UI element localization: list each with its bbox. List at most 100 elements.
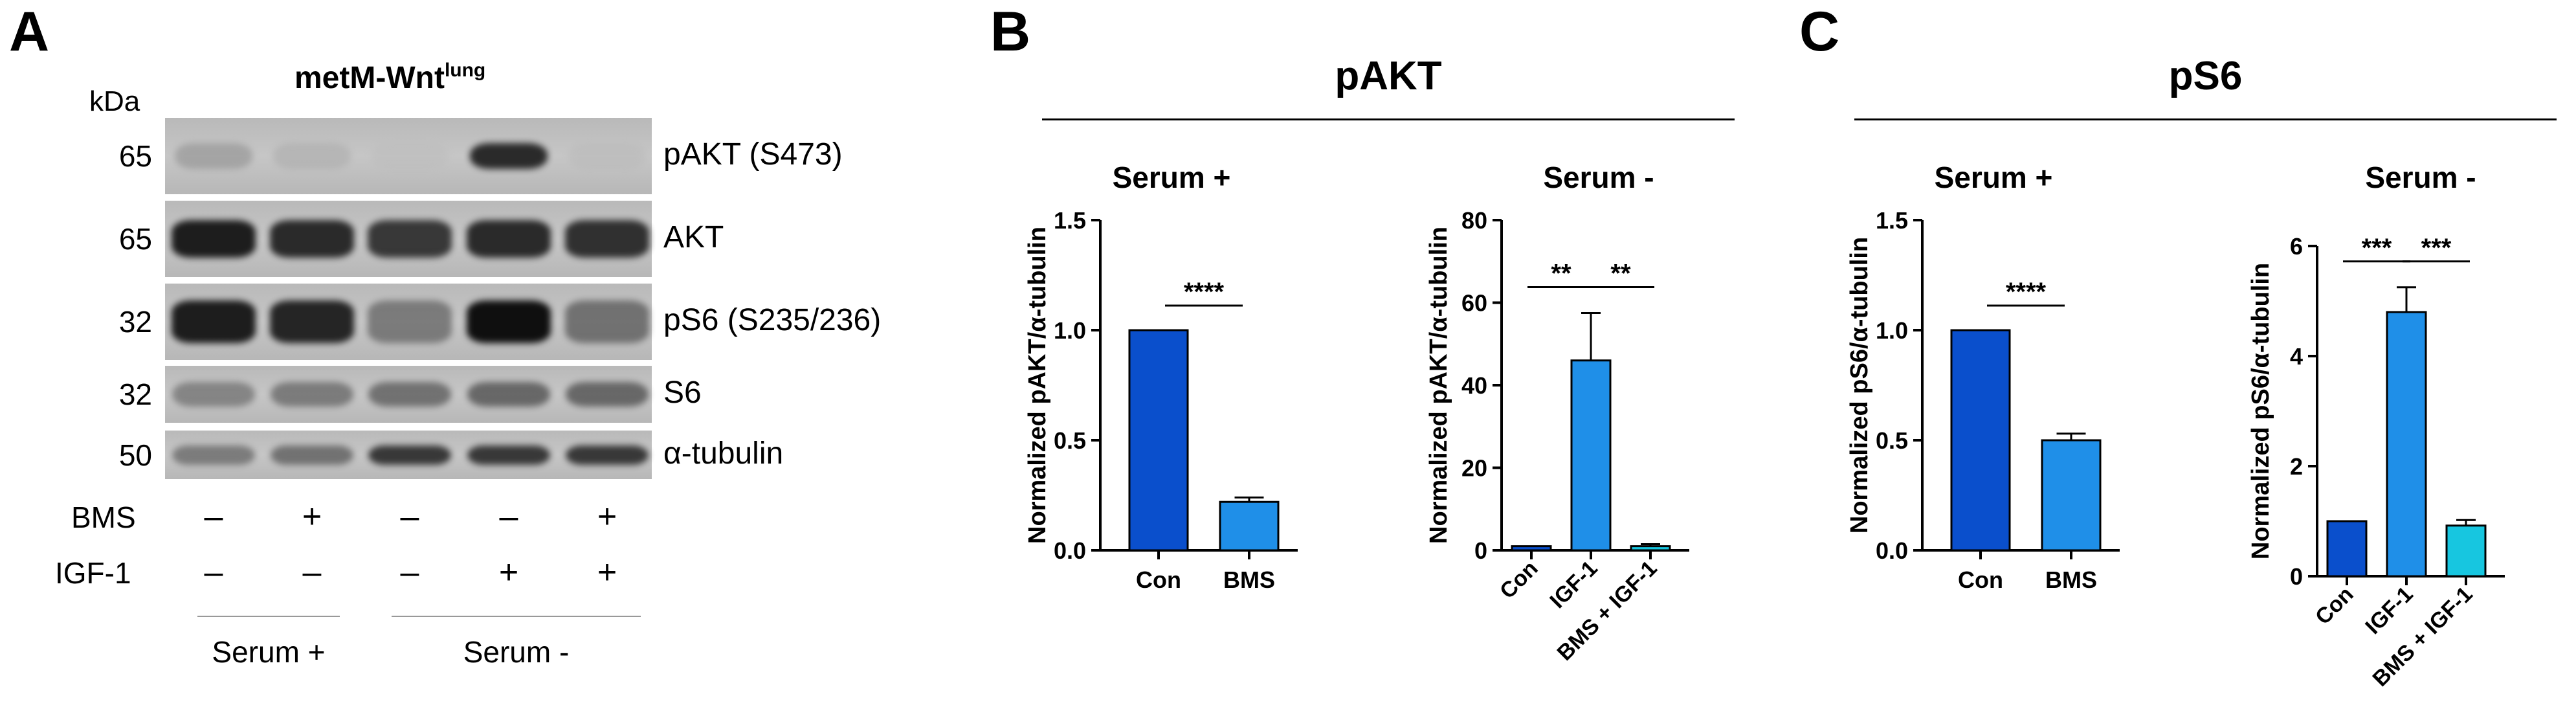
y-tick-label: 0.0: [1876, 537, 1908, 564]
kda-label: kDa: [89, 85, 140, 117]
band-label: α-tubulin: [663, 436, 784, 471]
band-label: pS6 (S235/236): [663, 303, 882, 337]
blot-band: [467, 220, 551, 258]
y-tick-label: 20: [1461, 455, 1487, 482]
significance-label: **: [1610, 259, 1631, 287]
group-label-serum-plus: Serum +: [212, 635, 326, 669]
bar: [2041, 439, 2102, 552]
blot-title: metM-Wntlung: [294, 60, 485, 96]
treatment-sign: –: [400, 554, 419, 591]
treatment-sign: +: [597, 498, 617, 535]
x-tick-label: Con: [2311, 582, 2359, 630]
band-label: S6: [663, 376, 702, 410]
mw-label: 32: [118, 305, 152, 339]
blot-band: [368, 382, 451, 407]
blot-band: [271, 382, 353, 407]
chart-title: Serum -: [1543, 161, 1654, 194]
x-tick-label: BMS: [1223, 567, 1275, 593]
x-tick-label: Con: [1495, 556, 1543, 604]
bar: [1128, 329, 1189, 552]
x-tick-label: Con: [1136, 567, 1181, 593]
section-title-ps6: pS6: [2168, 54, 2243, 98]
y-axis-label: Normalized pS6/α-tubulin: [2247, 263, 2274, 559]
chart-title: Serum +: [1935, 161, 2053, 194]
bar: [2445, 524, 2487, 578]
significance-label: **: [1551, 259, 1571, 287]
panel-letter-b: B: [990, 1, 1031, 63]
bar: [1950, 329, 2011, 552]
blot-band: [566, 445, 649, 465]
significance-label: ***: [2421, 234, 2452, 262]
blot-title-superscript: lung: [444, 60, 486, 81]
blot-band: [467, 445, 550, 465]
band-label: AKT: [663, 220, 724, 254]
mw-label: 50: [118, 438, 152, 472]
treatment-label: IGF-1: [55, 556, 131, 590]
group-label-serum-minus: Serum -: [463, 635, 570, 669]
treatment-sign: +: [597, 554, 617, 591]
y-tick-label: 2: [2290, 453, 2303, 480]
bar: [2386, 311, 2427, 578]
blot-band: [175, 143, 252, 169]
y-axis-label: Normalized pAKT/α-tubulin: [1425, 227, 1452, 544]
blot-band: [368, 220, 452, 258]
blot-band: [270, 220, 354, 258]
blot-band: [565, 220, 649, 258]
y-tick-label: 6: [2290, 233, 2303, 260]
band-label: pAKT (S473): [663, 137, 843, 172]
bar: [2326, 520, 2368, 578]
significance-label: ****: [1184, 278, 1225, 306]
significance-label: ***: [2362, 234, 2392, 262]
x-tick-label: IGF-1: [2360, 582, 2417, 639]
treatment-sign: –: [400, 498, 419, 535]
y-tick-label: 0.5: [1054, 427, 1086, 454]
y-axis-label: Normalized pAKT/α-tubulin: [1024, 227, 1051, 544]
blot-band: [172, 445, 255, 465]
y-tick-label: 4: [2290, 343, 2303, 370]
y-tick-label: 1.5: [1054, 207, 1086, 234]
blot-band: [566, 382, 649, 407]
y-tick-label: 1.0: [1054, 317, 1086, 344]
treatment-sign: –: [499, 498, 518, 535]
panel-letter-c: C: [1799, 1, 1840, 63]
treatment-sign: –: [302, 554, 322, 591]
chart-pakt-serum-minus: Serum - Normalized pAKT/α-tubulin 0 20 40 60 8…: [1425, 161, 1689, 666]
mw-label: 65: [118, 139, 152, 173]
blot-band: [271, 445, 353, 465]
bar: [1511, 545, 1552, 552]
x-tick-label: Con: [1958, 567, 2003, 593]
group-line-serum-plus: [197, 616, 340, 617]
blot-band: [172, 300, 256, 343]
blot-band: [565, 300, 649, 343]
significance-label: ****: [2006, 278, 2047, 306]
blot-band: [270, 300, 354, 343]
y-tick-label: 80: [1461, 207, 1487, 234]
blot-band: [172, 382, 255, 407]
chart-title: Serum -: [2365, 161, 2476, 194]
bar: [1570, 359, 1612, 552]
blot-band: [467, 300, 551, 343]
y-tick-label: 40: [1461, 372, 1487, 399]
treatment-sign: –: [204, 554, 223, 591]
chart-ps6-serum-minus: Serum - Normalized pS6/α-tubulin 0 2 4 6 Con IG…: [2247, 161, 2505, 691]
mw-label: 32: [118, 377, 152, 411]
chart-title: Serum +: [1113, 161, 1231, 194]
blot-band: [368, 300, 452, 343]
x-tick-label: BMS: [2045, 567, 2097, 593]
blot-band: [273, 143, 351, 169]
blot-band: [470, 143, 548, 169]
blot-title-main: metM-Wnt: [294, 61, 445, 95]
panel-letter-a: A: [9, 1, 50, 63]
x-tick-label: IGF-1: [1545, 556, 1602, 613]
treatment-label: BMS: [71, 500, 136, 534]
mw-label: 65: [118, 222, 152, 256]
section-rule-pakt: [1042, 118, 1735, 120]
y-axis-label: Normalized pS6/α-tubulin: [1846, 237, 1873, 533]
bar: [1219, 500, 1280, 552]
blot-band: [568, 143, 646, 169]
treatment-sign: +: [302, 498, 322, 535]
y-tick-label: 0.0: [1054, 537, 1086, 564]
y-tick-label: 0.5: [1876, 427, 1908, 454]
